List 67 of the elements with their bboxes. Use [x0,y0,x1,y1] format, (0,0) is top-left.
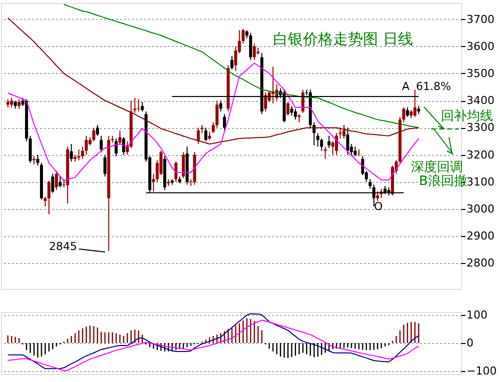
candlestick [36,154,40,166]
y-tick-label: 2800 [466,256,494,270]
candlestick [96,124,99,136]
candlestick [84,135,88,156]
y-tick-label: 3100 [466,175,494,188]
candlestick [294,108,297,120]
candlestick [316,132,320,148]
text: 白银价格走势图 日线 [273,30,413,48]
candlestick [47,180,50,215]
y-tick-label: 3000 [466,202,494,216]
candlestick [18,98,21,110]
y-tick-label: 3500 [466,66,494,80]
candlestick [342,124,346,140]
candlestick [222,114,226,131]
y-tick-label: 3300 [466,121,494,134]
candlestick [249,32,252,60]
candlestick [204,127,208,142]
y-tick-label: 0 [466,336,474,350]
y-tick-label: 3400 [466,94,494,108]
candlestick [54,170,58,191]
candlestick [70,143,73,162]
candlestick [140,101,144,112]
candlestick [103,154,106,177]
candlestick [368,178,372,190]
annotation: 深度回调 [411,159,463,175]
candlestick [290,106,294,116]
candlestick [44,196,47,207]
candlestick [230,55,234,70]
candlestick [346,127,350,156]
y-tick-label: 3600 [466,40,494,53]
candlestick [264,92,268,112]
candlestick [81,146,84,160]
candlestick [10,97,14,108]
y-tick-label: −100 [466,364,497,378]
candlestick [413,89,416,118]
candlestick [114,138,118,157]
candlestick [51,173,54,194]
annotation: O [374,200,383,213]
candlestick [196,127,200,144]
candlestick [92,127,96,142]
y-tick-label: 2900 [466,230,494,243]
text: 回补均线 [441,109,493,124]
candlestick [118,130,122,144]
candlestick [122,136,126,156]
candlestick [252,43,256,60]
candlestick [376,190,380,202]
candlestick [328,135,331,149]
candlestick [182,152,185,178]
candlestick [286,101,290,116]
candlestick [28,135,32,164]
candlestick [133,97,136,114]
candlestick [159,150,162,176]
annotation: B浪回撤 [419,173,467,189]
y-tick-label: 100 [466,308,488,322]
candlestick [100,135,103,153]
candlestick [174,161,178,182]
y-tick-label: 3200 [466,148,494,162]
candlestick [77,148,80,161]
candlestick [219,100,222,112]
annotation: 2845 [49,240,77,253]
annotation: A [402,80,410,93]
candlestick [406,106,409,118]
candlestick [354,146,357,157]
candlestick [361,156,364,176]
annotation: 61.8% [416,80,451,93]
candlestick [58,176,62,188]
y-tick-label: 3700 [466,12,494,26]
